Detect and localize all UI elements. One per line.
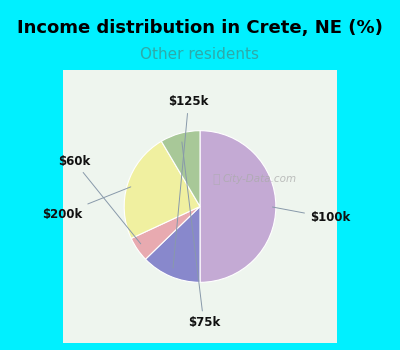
Wedge shape: [161, 131, 200, 206]
FancyBboxPatch shape: [58, 64, 342, 349]
Text: $200k: $200k: [42, 187, 131, 220]
Text: $60k: $60k: [58, 154, 141, 244]
Text: Income distribution in Crete, NE (%): Income distribution in Crete, NE (%): [17, 19, 383, 37]
Text: $100k: $100k: [272, 207, 350, 224]
Text: Other residents: Other residents: [140, 47, 260, 62]
Text: City-Data.com: City-Data.com: [223, 174, 297, 184]
Wedge shape: [124, 141, 200, 238]
Wedge shape: [200, 131, 276, 282]
Wedge shape: [131, 206, 200, 259]
Text: ⦿: ⦿: [213, 173, 220, 186]
Text: $75k: $75k: [182, 142, 220, 329]
Text: $125k: $125k: [168, 95, 209, 268]
Wedge shape: [146, 206, 200, 282]
